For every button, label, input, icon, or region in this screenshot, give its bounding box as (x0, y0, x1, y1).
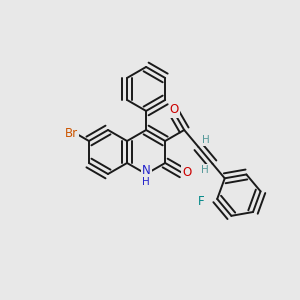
Text: H: H (202, 135, 210, 146)
Text: N: N (142, 164, 151, 178)
Text: O: O (183, 167, 192, 179)
Text: F: F (198, 195, 204, 208)
Text: Br: Br (65, 127, 78, 140)
Text: O: O (170, 103, 179, 116)
Text: H: H (142, 177, 150, 187)
Text: H: H (201, 165, 209, 175)
